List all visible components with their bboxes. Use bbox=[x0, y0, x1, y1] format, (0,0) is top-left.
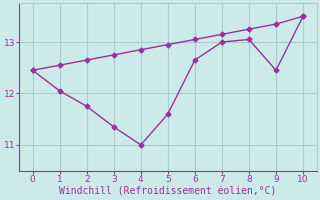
X-axis label: Windchill (Refroidissement éolien,°C): Windchill (Refroidissement éolien,°C) bbox=[59, 187, 276, 197]
